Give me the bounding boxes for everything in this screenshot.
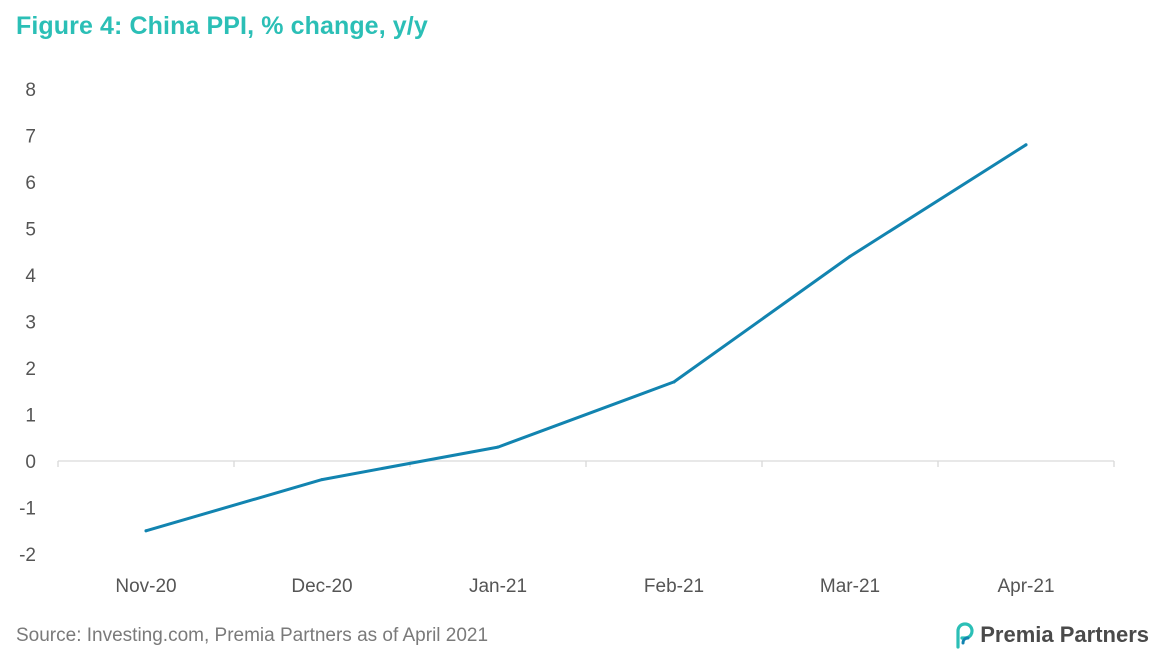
- y-tick-label: 1: [25, 406, 36, 427]
- data-point: [144, 529, 148, 533]
- x-tick-label: Feb-21: [644, 576, 704, 597]
- y-tick-label: -2: [19, 545, 36, 566]
- x-axis: [57, 460, 1115, 467]
- y-tick-label: 2: [25, 359, 36, 380]
- y-tick-label: 3: [25, 313, 36, 334]
- y-tick-label: 5: [25, 220, 36, 241]
- x-tick-label: Dec-20: [291, 576, 352, 597]
- x-tick-label: Apr-21: [997, 576, 1054, 597]
- x-tick-label: Nov-20: [115, 576, 176, 597]
- y-tick-label: 6: [25, 173, 36, 194]
- data-point: [672, 380, 676, 384]
- y-tick-label: 0: [25, 452, 36, 473]
- data-point: [496, 445, 500, 449]
- chart-title: Figure 4: China PPI, % change, y/y: [16, 12, 428, 40]
- y-axis-tick-labels: 8 7 6 5 4 3 2 1 0 -1 -2: [19, 80, 36, 566]
- series-group: [144, 143, 1028, 533]
- source-note: Source: Investing.com, Premia Partners a…: [16, 625, 489, 646]
- x-tick-label: Mar-21: [820, 576, 880, 597]
- x-axis-tick-labels: Nov-20 Dec-20 Jan-21 Feb-21 Mar-21 Apr-21: [115, 576, 1054, 597]
- brand-logo: Premia Partners: [952, 621, 1149, 649]
- data-point: [1024, 143, 1028, 147]
- logo-text: Premia Partners: [980, 622, 1149, 647]
- y-tick-label: 8: [25, 80, 36, 101]
- y-tick-label: -1: [19, 499, 36, 520]
- data-point: [320, 478, 324, 482]
- x-tick-label: Jan-21: [469, 576, 527, 597]
- series-line: [144, 143, 1028, 533]
- y-tick-label: 7: [25, 127, 36, 148]
- data-point: [848, 254, 852, 258]
- y-tick-label: 4: [25, 266, 36, 287]
- premia-partners-logo-icon: [956, 622, 974, 649]
